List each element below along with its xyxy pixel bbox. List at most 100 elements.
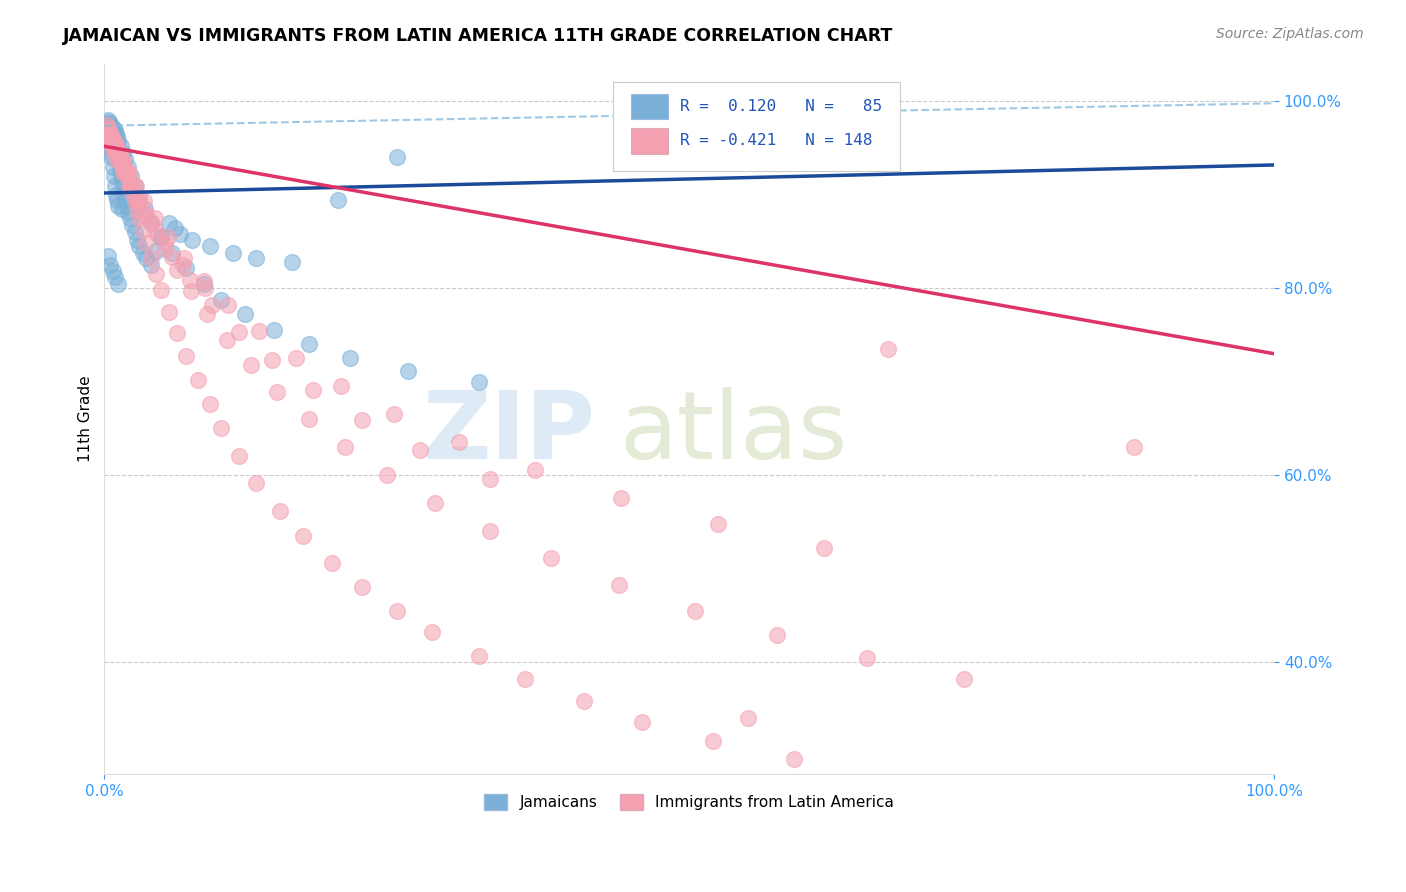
Point — [766, 628, 789, 642]
Point — [813, 541, 835, 555]
Point — [135, 252, 157, 266]
Text: atlas: atlas — [619, 387, 848, 479]
Point — [128, 190, 150, 204]
Point — [117, 171, 139, 186]
Text: Source: ZipAtlas.com: Source: ZipAtlas.com — [1216, 27, 1364, 41]
Point — [420, 625, 443, 640]
Point — [112, 157, 135, 171]
Point — [193, 274, 215, 288]
Point — [127, 193, 149, 207]
Point — [298, 337, 321, 351]
Point — [104, 178, 127, 193]
Point — [97, 120, 120, 135]
Point — [112, 160, 135, 174]
Point — [209, 421, 232, 435]
Point — [174, 260, 197, 275]
Point — [97, 136, 120, 151]
Point — [141, 258, 163, 272]
Point — [707, 516, 730, 531]
Point — [198, 397, 221, 411]
Point — [160, 245, 183, 260]
Point — [117, 204, 139, 219]
FancyBboxPatch shape — [631, 94, 668, 120]
Point — [108, 161, 131, 176]
Point — [132, 223, 155, 237]
Point — [125, 179, 148, 194]
Point — [856, 651, 879, 665]
Point — [285, 351, 308, 366]
Point — [233, 308, 256, 322]
Point — [112, 165, 135, 179]
Point — [117, 160, 139, 174]
Point — [350, 413, 373, 427]
Point — [174, 349, 197, 363]
Point — [173, 252, 195, 266]
Point — [124, 178, 146, 193]
Point — [149, 230, 172, 244]
Text: JAMAICAN VS IMMIGRANTS FROM LATIN AMERICA 11TH GRADE CORRELATION CHART: JAMAICAN VS IMMIGRANTS FROM LATIN AMERIC… — [63, 27, 894, 45]
Point — [321, 556, 343, 570]
Text: ZIP: ZIP — [423, 387, 596, 479]
Point — [329, 379, 352, 393]
Point — [105, 147, 128, 161]
Point — [135, 206, 157, 220]
Point — [120, 179, 142, 194]
Point — [467, 375, 489, 389]
Point — [104, 270, 127, 285]
Point — [112, 166, 135, 180]
Point — [153, 242, 176, 256]
Point — [610, 491, 633, 505]
Point — [339, 351, 361, 366]
Point — [181, 233, 204, 247]
Point — [515, 672, 537, 686]
Point — [115, 199, 138, 213]
Point — [134, 202, 156, 216]
Point — [111, 202, 134, 216]
Point — [269, 503, 291, 517]
Point — [98, 145, 121, 160]
Point — [134, 194, 156, 209]
Y-axis label: 11th Grade: 11th Grade — [79, 376, 93, 462]
Point — [98, 117, 121, 131]
Point — [107, 155, 129, 169]
Point — [247, 324, 270, 338]
Point — [98, 141, 121, 155]
Point — [101, 160, 124, 174]
Point — [100, 128, 122, 143]
Point — [121, 218, 143, 232]
Point — [195, 308, 218, 322]
Point — [111, 174, 134, 188]
Point — [245, 475, 267, 490]
Point — [105, 148, 128, 162]
Point — [135, 236, 157, 251]
Point — [467, 649, 489, 664]
Point — [105, 187, 128, 202]
Point — [128, 192, 150, 206]
Point — [160, 250, 183, 264]
Point — [143, 211, 166, 226]
Point — [127, 233, 149, 247]
Point — [120, 178, 142, 193]
Point — [172, 258, 194, 272]
Point — [103, 134, 125, 148]
Point — [108, 148, 131, 162]
Point — [100, 151, 122, 165]
Point — [280, 255, 302, 269]
Point — [105, 130, 128, 145]
Point — [100, 128, 122, 143]
Point — [1122, 440, 1144, 454]
Point — [166, 326, 188, 340]
Point — [169, 227, 191, 241]
Point — [107, 134, 129, 148]
Point — [98, 128, 121, 143]
Point — [180, 284, 202, 298]
Point — [103, 169, 125, 184]
Point — [114, 163, 136, 178]
Point — [101, 264, 124, 278]
Point — [260, 353, 283, 368]
FancyBboxPatch shape — [613, 82, 900, 170]
Point — [120, 211, 142, 226]
Point — [98, 124, 121, 138]
Point — [114, 153, 136, 167]
Point — [110, 169, 132, 184]
